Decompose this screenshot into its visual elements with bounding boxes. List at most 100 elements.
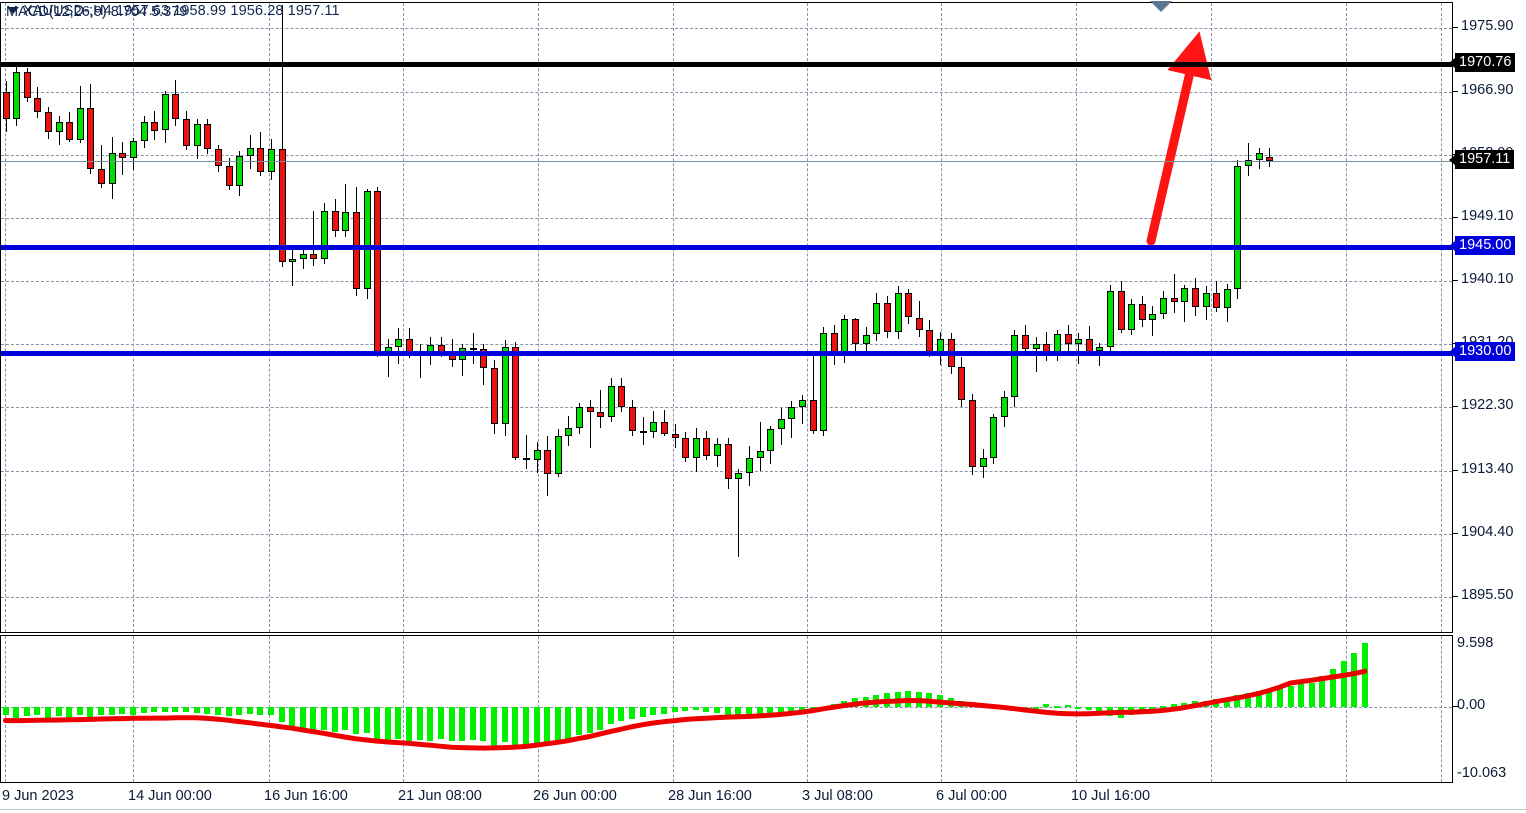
level-line-current-price[interactable] [1, 160, 1452, 162]
candle-body-bullish [1075, 338, 1082, 345]
macd-histogram-bar [109, 707, 115, 715]
macd-histogram-bar [204, 707, 210, 714]
candle-body-bearish [682, 437, 689, 459]
macd-histogram-bar [119, 707, 125, 714]
macd-histogram-bar [395, 707, 401, 740]
macd-histogram-bar [1043, 704, 1049, 708]
macd-histogram-bar [629, 707, 635, 720]
candle-body-bearish [353, 211, 360, 290]
macd-histogram-bar [417, 707, 423, 740]
candle-wick [600, 389, 601, 428]
candle-wick [282, 5, 283, 267]
time-axis-label: 16 Jun 16:00 [264, 788, 348, 804]
candle-body-bearish [703, 437, 710, 456]
candle-body-bullish [788, 406, 795, 419]
macd-histogram-bar [1319, 676, 1325, 708]
macd-histogram-bar [215, 707, 221, 715]
time-axis[interactable]: 9 Jun 2023 14 Jun 00:00 16 Jun 16:00 21 Jun… [0, 784, 1526, 813]
price-axis-badge-resistance[interactable]: 1970.76 [1455, 53, 1516, 73]
candle-body-bullish [1107, 290, 1114, 347]
candle-body-bearish [661, 422, 668, 434]
macd-histogram-bar [544, 707, 550, 746]
macd-histogram-bar [353, 707, 359, 734]
candle-wick [462, 344, 463, 376]
candle-body-bullish [693, 437, 700, 459]
macd-axis[interactable]: 9.598 0.00 -10.063 [1453, 635, 1526, 783]
price-chart-pane[interactable] [0, 2, 1453, 633]
macd-histogram-bar [342, 707, 348, 731]
macd-histogram-bar [1341, 661, 1347, 708]
time-axis-label: 6 Jul 00:00 [936, 788, 1007, 804]
price-axis-badge-support-lower[interactable]: 1930.00 [1455, 341, 1516, 361]
macd-histogram-bar [714, 707, 720, 714]
macd-histogram-bar [183, 707, 189, 712]
price-axis-label: 1904.40 [1461, 524, 1514, 541]
candle-body-bearish [215, 148, 222, 166]
candle-body-bullish [130, 141, 137, 159]
candle-body-bullish [56, 122, 63, 132]
macd-histogram-bar [587, 707, 593, 733]
candle-body-bearish [45, 112, 52, 132]
macd-histogram-bar [13, 707, 19, 718]
chart-symbol-header: XAUUSD-;H4 1957.63 1958.99 1956.28 1957.… [7, 3, 340, 19]
period-separator-marker [1150, 1, 1172, 12]
price-axis-badge-support-upper[interactable]: 1945.00 [1455, 235, 1516, 255]
macd-plot-area[interactable] [1, 636, 1452, 782]
macd-histogram-bar [1351, 653, 1357, 708]
candle-body-bearish [512, 346, 519, 458]
candle-body-bullish [980, 457, 987, 467]
macd-histogram-bar [1171, 704, 1177, 708]
time-axis-label: 14 Jun 00:00 [128, 788, 212, 804]
price-axis-label: 1913.40 [1461, 460, 1514, 477]
candle-wick [526, 435, 527, 470]
bullish-arrow-annotation[interactable] [1, 3, 1452, 632]
price-axis-badge-current-price[interactable]: 1957.11 [1455, 149, 1515, 169]
candle-body-bullish [576, 406, 583, 428]
macd-histogram-bar [364, 707, 370, 733]
candle-body-bullish [555, 435, 562, 475]
candle-body-bearish [597, 412, 604, 417]
macd-signal-line [3, 668, 1368, 751]
candle-body-bearish [332, 210, 339, 232]
macd-histogram-bar [746, 707, 752, 716]
macd-axis-label: -10.063 [1457, 765, 1507, 781]
macd-histogram-bar [799, 707, 805, 711]
candle-body-bearish [629, 406, 636, 431]
price-axis[interactable]: 1975.901966.901958.001949.101940.101931.… [1449, 2, 1526, 633]
candle-wick [292, 248, 293, 287]
candle-body-bearish [587, 406, 594, 413]
candle-body-bullish [194, 124, 201, 147]
triangle-down-icon[interactable] [7, 6, 19, 14]
candle-body-bullish [534, 449, 541, 460]
macd-histogram-bar [523, 707, 529, 747]
candle-body-bullish [650, 422, 657, 433]
price-axis-pointer [1449, 240, 1455, 251]
candle-body-bullish [1224, 289, 1231, 309]
macd-histogram-bar [247, 707, 253, 714]
macd-indicator-pane[interactable] [0, 635, 1453, 783]
macd-histogram-bar [650, 707, 656, 716]
macd-histogram-bar [385, 707, 391, 741]
candle-body-bullish [746, 457, 753, 474]
candle-body-bearish [480, 349, 487, 368]
candle-body-bullish [141, 122, 148, 142]
level-line-support-lower[interactable] [1, 350, 1452, 356]
candle-wick [122, 141, 123, 176]
macd-histogram-bar [87, 707, 93, 717]
candle-body-bullish [1011, 334, 1018, 397]
level-line-support-upper[interactable] [1, 244, 1452, 250]
level-line-resistance[interactable] [1, 62, 1452, 68]
macd-axis-label: 0.00 [1457, 697, 1486, 714]
price-plot-area[interactable] [1, 3, 1452, 632]
candle-body-bullish [1181, 287, 1188, 302]
candle-body-bullish [1033, 343, 1040, 349]
macd-axis-tick [1453, 706, 1458, 708]
macd-histogram-bar [194, 707, 200, 714]
candle-body-bearish [470, 347, 477, 350]
candle-body-bearish [1266, 157, 1273, 161]
macd-histogram-bar [289, 707, 295, 726]
macd-histogram-bar [406, 707, 412, 742]
candle-wick [345, 183, 346, 237]
candle-body-bullish [300, 254, 307, 260]
time-axis-rule [0, 809, 1526, 810]
